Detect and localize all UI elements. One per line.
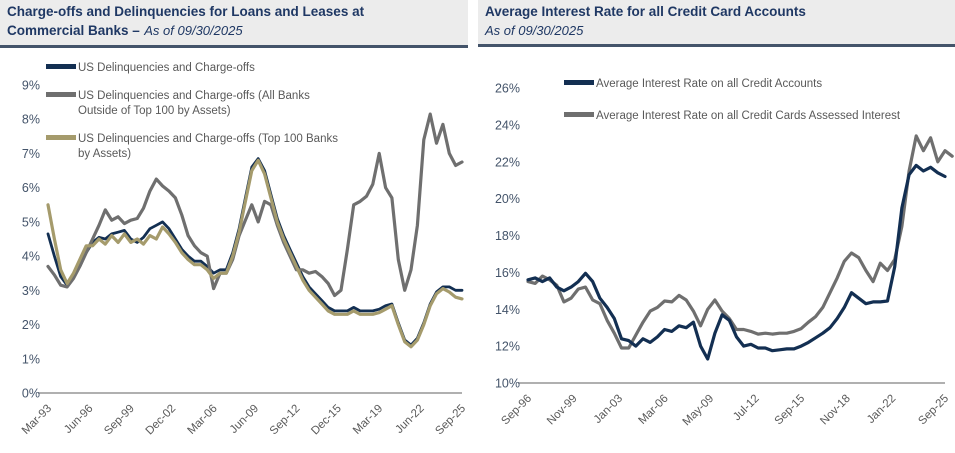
x-tick-label: Jun-96 (62, 402, 95, 435)
charge-offs-chart: 0%1%2%3%4%5%6%7%8%9%Mar-93 Jun-96 Sep-99 De… (20, 78, 468, 437)
x-tick-label: Jul-12 (731, 393, 762, 424)
y-tick-label: 18% (495, 229, 520, 243)
x-tick-label: Jun-09 (228, 402, 261, 435)
y-tick-label: 10% (495, 377, 520, 391)
legend-item: Average Interest Rate on all Credit Card… (564, 109, 900, 124)
x-tick-label: Jun-22 (393, 402, 426, 435)
as-of-date: As of 09/30/2025 (144, 22, 243, 38)
x-tick-label: Mar-93 (20, 402, 54, 436)
y-tick-label: 3% (22, 284, 40, 298)
x-tick-label: Mar-06 (185, 402, 219, 436)
series-line (46, 156, 464, 347)
series-line (526, 134, 954, 350)
y-tick-label: 4% (22, 249, 40, 263)
panel-charge-offs: Charge-offs and Delinquencies for Loans … (0, 0, 468, 453)
x-tick-label: Sep-15 (773, 393, 808, 428)
legend-swatch-line (564, 80, 594, 85)
panel-interest-rate: Average Interest Rate for all Credit Car… (478, 0, 955, 453)
chart-legend: Average Interest Rate on all Credit Acco… (564, 77, 900, 141)
y-tick-label: 5% (22, 215, 40, 229)
x-tick-label: Dec-02 (144, 402, 179, 437)
chart-legend: US Delinquencies and Charge-offs US Delin… (46, 61, 351, 175)
y-tick-label: 22% (495, 155, 520, 169)
x-tick-label: Dec-15 (309, 402, 344, 437)
y-tick-label: 9% (22, 78, 40, 92)
x-tick-label: Sep-25 (433, 402, 468, 437)
x-tick-label: May-09 (681, 393, 717, 429)
series-line (46, 112, 464, 297)
y-tick-label: 16% (495, 266, 520, 280)
legend-item: US Delinquencies and Charge-offs (Top 10… (46, 132, 351, 162)
y-tick-label: 8% (22, 113, 40, 127)
legend-item: US Delinquencies and Charge-offs (46, 61, 351, 76)
x-tick-label: Sep-25 (916, 393, 951, 428)
x-tick-label: Nov-99 (545, 393, 580, 428)
series-line (526, 163, 947, 361)
chart-header: Charge-offs and Delinquencies for Loans … (0, 0, 468, 48)
y-tick-label: 24% (495, 118, 520, 132)
y-tick-label: 20% (495, 192, 520, 206)
y-tick-label: 6% (22, 181, 40, 195)
legend-label: US Delinquencies and Charge-offs (Top 10… (78, 133, 338, 160)
y-tick-label: 14% (495, 303, 520, 317)
legend-item: US Delinquencies and Charge-offs (All Ba… (46, 89, 351, 119)
chart-title: Average Interest Rate for all Credit Car… (485, 4, 806, 19)
legend-swatch-line (564, 112, 594, 117)
chart-header: Average Interest Rate for all Credit Car… (478, 0, 955, 48)
interest-rate-chart: 10% 12% 14% 16% 18% 20% 22% 24% 26% Sep-96 Nov-99 J… (495, 82, 954, 429)
legend-label: Average Interest Rate on all Credit Acco… (596, 78, 823, 90)
x-tick-label: Jan-22 (865, 393, 898, 426)
y-tick-label: 12% (495, 340, 520, 354)
series-line (46, 158, 464, 349)
legend-item: Average Interest Rate on all Credit Acco… (564, 77, 900, 92)
legend-label: US Delinquencies and Charge-offs (All Ba… (78, 90, 310, 117)
legend-label: Average Interest Rate on all Credit Card… (596, 110, 901, 122)
x-tick-label: Mar-19 (351, 402, 385, 436)
x-tick-label: Jan-03 (592, 393, 625, 426)
y-tick-label: 26% (495, 82, 520, 96)
x-tick-label: Sep-96 (499, 393, 534, 428)
x-tick-label: Nov-18 (818, 393, 853, 428)
legend-swatch-line (46, 92, 76, 97)
y-tick-label: 0% (22, 386, 40, 400)
x-tick-label: Mar-06 (636, 393, 670, 427)
x-tick-label: Sep-99 (102, 402, 137, 437)
chart-title: Charge-offs and Delinquencies for Loans … (7, 4, 365, 38)
y-tick-label: 1% (22, 352, 40, 366)
as-of-date: As of 09/30/2025 (485, 22, 584, 38)
legend-label: US Delinquencies and Charge-offs (78, 62, 255, 74)
y-tick-label: 2% (22, 318, 40, 332)
legend-swatch-line (46, 135, 76, 140)
x-tick-label: Sep-12 (268, 402, 303, 437)
legend-swatch-line (46, 64, 76, 69)
y-tick-label: 7% (22, 147, 40, 161)
